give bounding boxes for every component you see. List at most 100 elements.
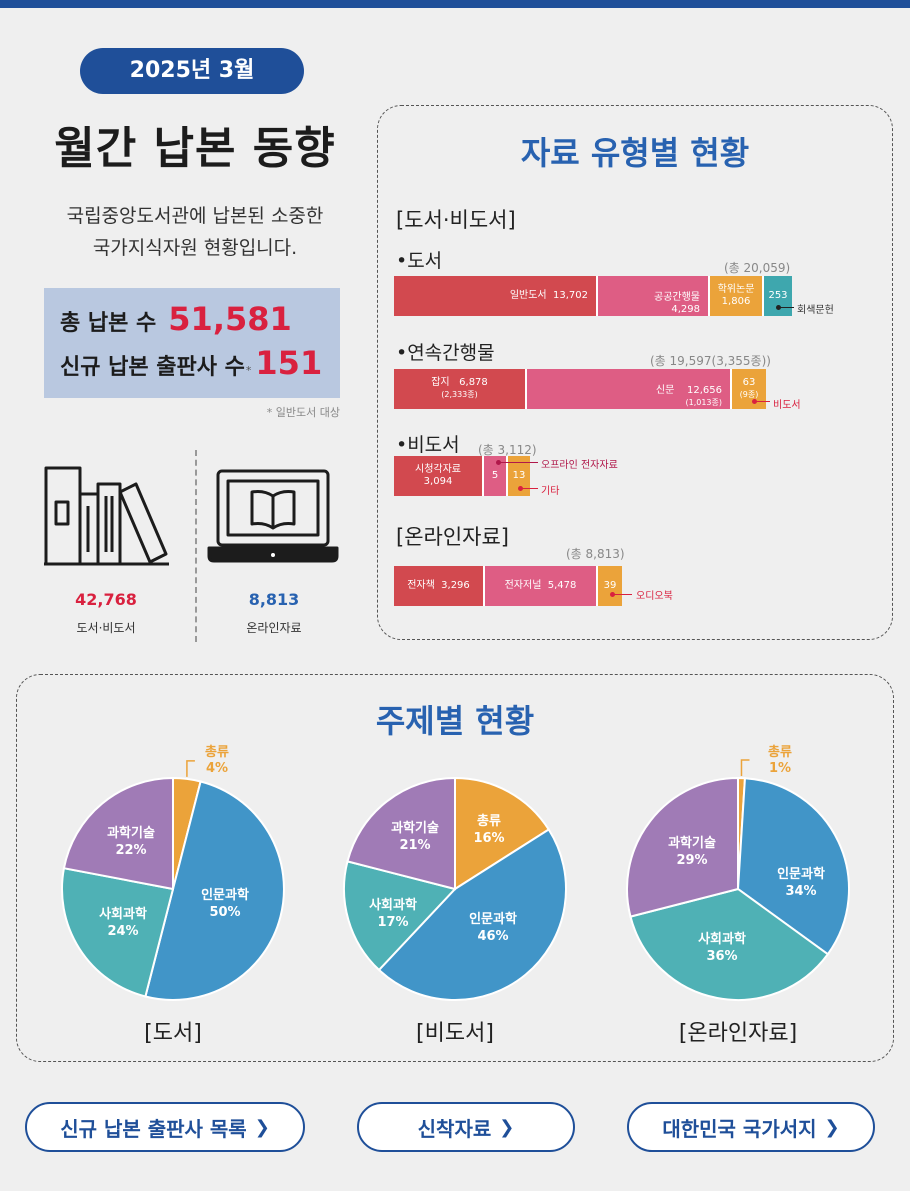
- slice-label: 사회과학: [698, 932, 746, 947]
- slice-label: 인문과학: [777, 867, 825, 882]
- summary-box: 총 납본 수 51,581 신규 납본 출판사 수 * 151: [44, 288, 340, 398]
- pie-outside-label: 총류 4%: [192, 745, 242, 777]
- slice-pct: 24%: [107, 924, 139, 939]
- slice-label: 과학기술: [668, 836, 716, 851]
- slice-label: 사회과학: [99, 907, 147, 922]
- material-types-title: 자료 유형별 현황: [520, 134, 750, 172]
- segment-sub: (1,013종): [685, 398, 722, 407]
- segment-value: 5,478: [547, 580, 577, 591]
- footnote: * 일반도서 대상: [266, 406, 340, 419]
- page-title: 월간 납본 동향: [54, 123, 336, 174]
- pie-slice: [61, 867, 175, 998]
- books-bar: 일반도서 13,702 공공간행물 4,298 학위논문 1,806 253: [394, 276, 792, 316]
- serials-bar: 잡지 6,878 (2,333종) 신문 12,656 (1,013종) 63 (9종…: [394, 369, 766, 409]
- pie-slice-label: 과학기술 22%: [86, 825, 176, 859]
- pie-slice-label: 인문과학 34%: [756, 866, 846, 900]
- nonbooks-total: (총 3,112): [478, 443, 537, 457]
- description-line: 국립중앙도서관에 납본된 소중한: [66, 205, 324, 227]
- divider: [195, 450, 197, 642]
- pie-slice: [377, 828, 567, 1001]
- national-bibliography-button[interactable]: 대한민국 국가서지 ❯: [627, 1102, 875, 1152]
- subjects-title: 주제별 현황: [375, 702, 535, 740]
- bar-segment: 학위논문 1,806: [710, 276, 764, 316]
- button-label: 신규 납본 출판사 목록: [60, 1116, 247, 1141]
- bar-segment: 전자책 3,296: [394, 566, 485, 606]
- books-total: (총 20,059): [724, 261, 791, 275]
- slice-pct: 1%: [768, 761, 792, 776]
- segment-name: 잡지: [431, 377, 450, 388]
- pie-caption: [도서]: [144, 1021, 202, 1046]
- segment-name: 시청각자료: [415, 464, 461, 475]
- new-publishers-value: 151: [255, 344, 323, 382]
- callout-line: [778, 307, 794, 308]
- slice-pct: 4%: [205, 761, 229, 776]
- segment-name: 전자책: [407, 580, 435, 591]
- chevron-right-icon: ❯: [824, 1116, 840, 1138]
- pie-outside-label: 총류 1%: [755, 745, 805, 777]
- audiobook-callout: 오디오북: [636, 591, 673, 602]
- slice-pct: 34%: [785, 884, 817, 899]
- total-deposits-label: 총 납본 수: [60, 311, 157, 336]
- new-publishers-list-button[interactable]: 신규 납본 출판사 목록 ❯: [25, 1102, 305, 1152]
- segment-value: 63: [742, 377, 756, 388]
- bar-segment: 39: [598, 566, 622, 606]
- slice-pct: 50%: [209, 905, 241, 920]
- description-line: 국가지식자원 현황입니다.: [92, 237, 298, 259]
- page-description: 국립중앙도서관에 납본된 소중한 국가지식자원 현황입니다.: [20, 200, 370, 264]
- online-count: 8,813: [248, 590, 300, 609]
- slice-pct: 17%: [377, 915, 409, 930]
- slice-pct: 29%: [676, 853, 708, 868]
- slice-label: 총류: [477, 814, 501, 829]
- slice-pct: 46%: [477, 929, 509, 944]
- leader-line: [740, 759, 750, 777]
- segment-value: 39: [603, 580, 617, 591]
- nonbook-callout: 비도서: [773, 400, 801, 411]
- new-publishers-label: 신규 납본 출판사 수: [60, 355, 245, 380]
- other-callout: 기타: [541, 486, 560, 497]
- leader-line: [186, 760, 195, 777]
- pie-slice-label: 과학기술 29%: [647, 835, 737, 869]
- segment-value: 1,806: [721, 296, 751, 307]
- segment-value: 5: [491, 470, 499, 481]
- bar-segment: 일반도서 13,702: [394, 276, 598, 316]
- new-arrivals-button[interactable]: 신착자료 ❯: [357, 1102, 575, 1152]
- segment-value: 4,298: [671, 304, 700, 315]
- bar-segment: 13: [508, 456, 530, 496]
- serials-total: (총 19,597(3,355종)): [650, 354, 771, 368]
- segment-name: 일반도서: [509, 290, 547, 301]
- bar-segment: 전자저널 5,478: [485, 566, 598, 606]
- pie-slice: [454, 776, 551, 891]
- pie-slice-label: 인문과학 46%: [448, 911, 538, 945]
- bar-segment: 63 (9종): [732, 369, 766, 409]
- segment-sub: (2,333종): [441, 390, 478, 399]
- online-section-header: [온라인자료]: [396, 525, 509, 549]
- serials-label: •연속간행물: [396, 342, 495, 364]
- segment-sub: (9종): [739, 390, 759, 399]
- slice-label: 사회과학: [369, 898, 417, 913]
- callout-line: [520, 488, 538, 489]
- offline-count-label: 도서·비도서: [76, 621, 136, 635]
- segment-value: 3,094: [423, 476, 453, 487]
- top-accent-bar: [0, 0, 910, 8]
- slice-label: 총류: [205, 745, 229, 760]
- pie-slice: [629, 887, 830, 1001]
- segment-name: 전자저널: [504, 580, 542, 591]
- pie-slice: [62, 776, 174, 891]
- nonbooks-bar: 시청각자료 3,094 5 13: [394, 456, 530, 496]
- slice-label: 과학기술: [391, 821, 439, 836]
- slice-pct: 21%: [399, 838, 431, 853]
- bar-segment: 공공간행물 4,298: [598, 276, 710, 316]
- slice-pct: 22%: [115, 843, 147, 858]
- pie-slice-label: 과학기술 21%: [370, 820, 460, 854]
- bar-segment: 시청각자료 3,094: [394, 456, 484, 496]
- pie-slice: [736, 777, 850, 956]
- pie-caption: [비도서]: [416, 1021, 494, 1046]
- footnote-mark: *: [245, 364, 252, 377]
- callout-line: [612, 594, 632, 595]
- button-label: 신착자료: [417, 1116, 492, 1141]
- total-deposits-value: 51,581: [168, 300, 292, 338]
- slice-label: 인문과학: [201, 888, 249, 903]
- slice-pct: 16%: [473, 831, 505, 846]
- pie-slice-label: 사회과학 17%: [348, 897, 438, 931]
- pie-slice: [144, 780, 285, 1001]
